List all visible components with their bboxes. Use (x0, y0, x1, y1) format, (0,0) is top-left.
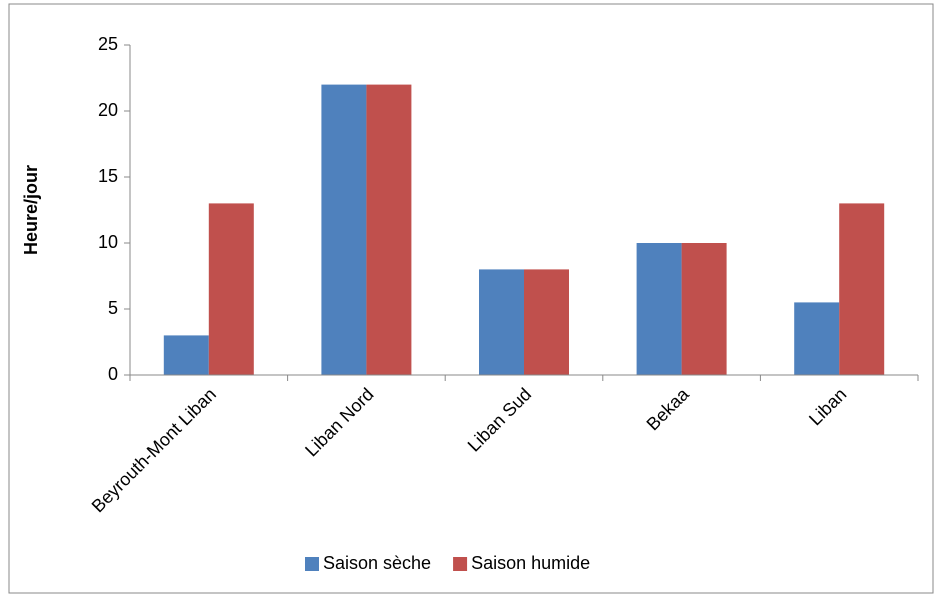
bar (321, 84, 367, 375)
bar (839, 203, 885, 375)
bar (479, 269, 524, 375)
legend-swatch (305, 557, 319, 571)
bar (524, 269, 569, 375)
y-axis-title: Heure/jour (21, 165, 41, 255)
bar (208, 203, 254, 375)
y-tick-label: 0 (108, 364, 118, 384)
y-tick-label: 25 (98, 34, 118, 54)
bar (681, 243, 727, 375)
bar (366, 84, 412, 375)
bar (163, 335, 209, 375)
y-tick-label: 5 (108, 298, 118, 318)
legend-label: Saison sèche (323, 553, 431, 573)
bar (794, 302, 840, 375)
chart-frame (8, 3, 934, 594)
y-tick-label: 15 (98, 166, 118, 186)
y-tick-label: 20 (98, 100, 118, 120)
legend-swatch (453, 557, 468, 571)
y-tick-label: 10 (98, 232, 118, 252)
bar (636, 243, 682, 375)
legend-label: Saison humide (471, 553, 590, 573)
